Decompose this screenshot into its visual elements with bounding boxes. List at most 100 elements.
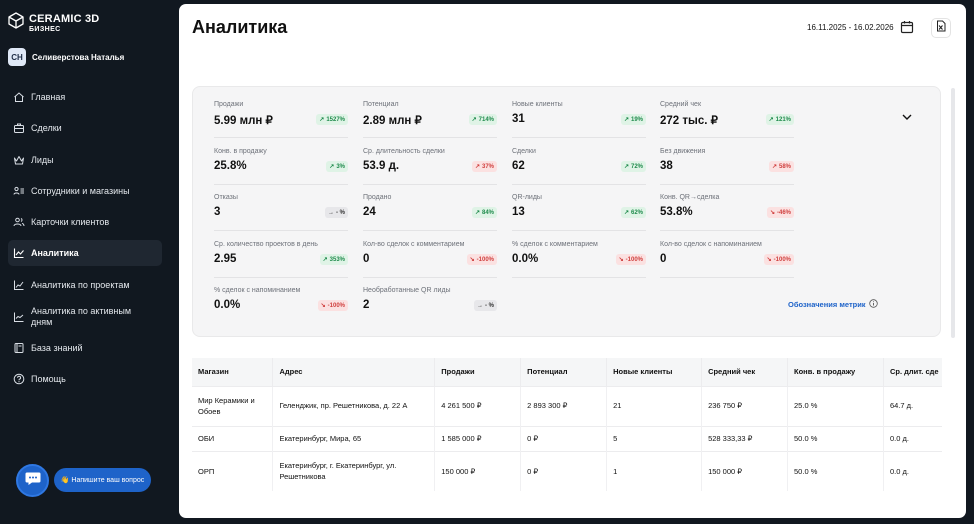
table-cell: 21: [606, 385, 703, 426]
trend-badge: ↘ -100%: [466, 254, 497, 265]
metric-percent-deals-with-comment: % сделок с комментарием 0.0% ↘ -100%: [512, 241, 646, 278]
user-name: Селиверстова Наталья: [32, 52, 125, 62]
column-header-address[interactable]: Адрес: [272, 358, 436, 386]
metric-sold: Продано 24 ↗ 84%: [363, 194, 497, 231]
column-header-new-clients[interactable]: Новые клиенты: [606, 358, 703, 386]
trend-badge: ↘ -46%: [766, 207, 794, 218]
metric-value: 2.95: [214, 253, 237, 265]
trend-badge: ↗ 84%: [471, 207, 497, 218]
table-row[interactable]: ОБИ Екатеринбург, Мира, 65 1 585 000 ₽ 0…: [192, 425, 942, 451]
sidebar-item-clients[interactable]: Карточки клиентов: [8, 209, 162, 235]
column-header-deal-duration[interactable]: Ср. длит. сде: [883, 358, 942, 386]
collapse-metrics-button[interactable]: [899, 109, 915, 125]
metric-label: Необработанные QR лиды: [363, 287, 451, 294]
column-header-store[interactable]: Магазин: [192, 358, 274, 386]
metric-value: 272 тыс. ₽: [660, 115, 718, 127]
trend-badge: ↗ 19%: [620, 114, 646, 125]
table-header-row: Магазин Адрес Продажи Потенциал Новые кл…: [192, 358, 942, 386]
chart-icon: [13, 247, 25, 259]
metric-average-check: Средний чек 272 тыс. ₽ ↗ 121%: [660, 101, 794, 138]
arrow-up-right-icon: ↗: [623, 210, 629, 216]
trend-badge: → - %: [474, 300, 497, 311]
metric-label: Новые клиенты: [512, 101, 563, 108]
chat-prompt-button[interactable]: 👋 Напишите ваш вопрос: [54, 468, 151, 492]
trend-badge: → - %: [325, 207, 348, 218]
sidebar-item-home[interactable]: Главная: [8, 84, 162, 110]
trend-badge: ↗ 714%: [468, 114, 497, 125]
metric-value: 0: [660, 253, 667, 265]
trend-badge: ↗ 72%: [620, 161, 646, 172]
metric-value: 0: [363, 253, 370, 265]
table-cell: 1: [606, 450, 703, 491]
table-cell: 150 000 ₽: [701, 450, 789, 491]
metric-label: Потенциал: [363, 101, 399, 108]
metrics-panel: Продажи 5.99 млн ₽ ↗ 1527% Потенциал 2.89…: [192, 86, 941, 337]
brand-logo[interactable]: CERAMIC 3D БИЗНЕС: [8, 12, 99, 34]
calendar-button[interactable]: [899, 19, 915, 35]
metric-label: Конв. QR→сделка: [660, 194, 720, 201]
sidebar-item-label: Сделки: [31, 123, 62, 134]
metrics-legend-link[interactable]: Обозначения метрик: [788, 299, 878, 310]
sidebar-item-active-days-analytics[interactable]: Аналитика по активным дням: [8, 302, 162, 331]
table-row[interactable]: Мир Керамики и Обоев Геленджик, пр. Реше…: [192, 385, 942, 426]
sidebar-item-label: Помощь: [31, 374, 66, 385]
excel-export-icon: [935, 19, 947, 37]
table-cell: 64.7 д.: [883, 385, 942, 426]
sidebar-item-label: Аналитика: [31, 248, 79, 259]
table-cell: 0 ₽: [520, 425, 608, 451]
sidebar-item-analytics[interactable]: Аналитика: [8, 240, 162, 267]
arrow-up-right-icon: ↗: [322, 257, 328, 263]
table-cell: ОБИ: [192, 425, 274, 451]
chat-bubble-icon: [25, 471, 41, 491]
metric-label: Кол-во сделок с напоминанием: [660, 241, 762, 248]
metric-label: Отказы: [214, 194, 238, 201]
table-cell: Екатеринбург, Мира, 65: [272, 425, 436, 451]
metric-label: Без движения: [660, 148, 706, 155]
sidebar-item-leads[interactable]: Лиды: [8, 147, 162, 173]
metrics-legend-label: Обозначения метрик: [788, 300, 866, 309]
column-header-conversion[interactable]: Конв. в продажу: [787, 358, 884, 386]
user-profile[interactable]: СН Селиверстова Наталья: [8, 48, 124, 66]
metric-sales: Продажи 5.99 млн ₽ ↗ 1527%: [214, 101, 348, 138]
metric-value: 3: [214, 206, 221, 218]
sidebar-item-help[interactable]: Помощь: [8, 366, 162, 392]
column-header-average-check[interactable]: Средний чек: [701, 358, 789, 386]
metric-sales-conversion: Конв. в продажу 25.8% ↗ 3%: [214, 148, 348, 185]
metric-value: 53.9 д.: [363, 160, 400, 172]
date-range[interactable]: 16.11.2025 - 16.02.2026: [807, 23, 894, 32]
chat-button[interactable]: [16, 464, 49, 497]
table-cell: Геленджик, пр. Решетникова, д. 22 А: [272, 385, 436, 426]
calendar-icon: [899, 21, 915, 39]
table-cell: Екатеринбург, г. Екатеринбург, ул. Решет…: [272, 450, 436, 491]
arrow-down-right-icon: ↘: [618, 257, 624, 263]
metric-value: 53.8%: [660, 206, 693, 218]
sidebar-item-project-analytics[interactable]: Аналитика по проектам: [8, 272, 162, 298]
page-title: Аналитика: [192, 17, 288, 37]
table-cell: 528 333,33 ₽: [701, 425, 789, 451]
arrow-down-right-icon: ↘: [469, 257, 475, 263]
chevron-down-icon: [899, 112, 915, 129]
sidebar-item-label: Сотрудники и магазины: [31, 185, 130, 196]
arrow-up-right-icon: ↗: [771, 164, 777, 170]
column-header-sales[interactable]: Продажи: [434, 358, 522, 386]
metric-value: 24: [363, 206, 376, 218]
main-content: Аналитика 16.11.2025 - 16.02.2026 Продаж…: [179, 4, 966, 518]
table-cell: 0.0 д.: [883, 450, 942, 491]
sidebar-item-knowledge-base[interactable]: База знаний: [8, 335, 162, 361]
trend-badge: ↗ 58%: [768, 161, 794, 172]
metric-deals-with-reminder: Кол-во сделок с напоминанием 0 ↘ -100%: [660, 241, 794, 278]
sidebar-item-label: Аналитика по активным дням: [31, 306, 132, 327]
sidebar-item-staff[interactable]: Сотрудники и магазины: [8, 178, 162, 204]
trend-badge: ↘ -100%: [763, 254, 794, 265]
metric-value: 0.0%: [512, 253, 539, 265]
vertical-scrollbar[interactable]: [951, 88, 955, 338]
column-header-potential[interactable]: Потенциал: [520, 358, 608, 386]
table-cell: 0.0 д.: [883, 425, 942, 451]
metric-label: % сделок с напоминанием: [214, 287, 301, 294]
table-row[interactable]: ОРП Екатеринбург, г. Екатеринбург, ул. Р…: [192, 450, 942, 491]
table-cell: 50.0 %: [787, 450, 884, 491]
sidebar-item-deals[interactable]: Сделки: [8, 115, 162, 141]
cube-logo-icon: [8, 12, 24, 34]
trend-icon: [13, 311, 25, 323]
export-button[interactable]: [931, 18, 951, 38]
